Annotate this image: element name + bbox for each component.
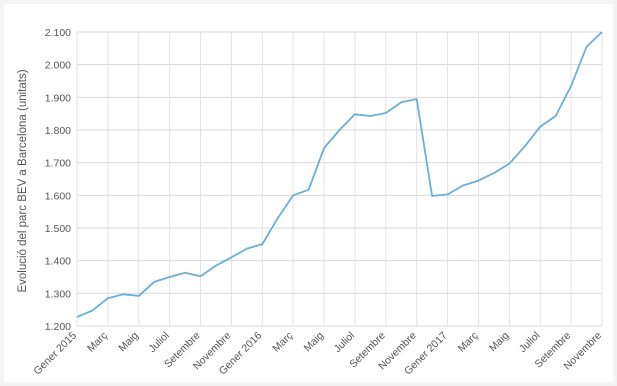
y-tick-label: 1.200 [45, 321, 71, 333]
y-tick-label: 1.800 [45, 125, 71, 137]
series-layer [76, 31, 603, 318]
y-tick-label: 1.600 [45, 190, 71, 202]
y-axis-label: Evolució del parc BEV a Barcelona (unita… [17, 69, 29, 292]
y-tick-label: 2.000 [45, 60, 71, 72]
y-tick-label: 1.300 [45, 288, 71, 300]
y-tick-label: 2.100 [45, 27, 71, 39]
x-tick-label: Maig [302, 330, 327, 355]
y-axis-ticks: 1.200 1.300 1.400 1.500 1.600 1.700 1.800 1.900… [45, 27, 71, 333]
x-tick-label: Maig [116, 330, 141, 355]
x-tick-label: Gener 2015 [31, 330, 79, 378]
x-tick-label: Juliol [332, 330, 357, 355]
x-tick-label: Juliol [146, 330, 171, 355]
y-tick-label: 1.700 [45, 158, 71, 170]
y-tick-label: 1.500 [45, 223, 71, 235]
x-tick-label: Març [456, 330, 481, 355]
chart-frame: 1.200 1.300 1.400 1.500 1.600 1.700 1.800 1.900… [4, 4, 613, 382]
x-tick-label: Març [85, 330, 110, 355]
line-chart: 1.200 1.300 1.400 1.500 1.600 1.700 1.800 1.900… [17, 27, 604, 378]
x-tick-label: Maig [487, 330, 512, 355]
y-tick-label: 1.900 [45, 92, 71, 104]
x-tick-label: Març [270, 330, 295, 355]
x-axis-ticks: Gener 2015 Març Maig JuliolSetembreNovembre… [31, 330, 604, 378]
y-tick-label: 1.400 [45, 256, 71, 268]
x-tick-label: Juliol [517, 330, 542, 355]
series-line [76, 31, 603, 318]
